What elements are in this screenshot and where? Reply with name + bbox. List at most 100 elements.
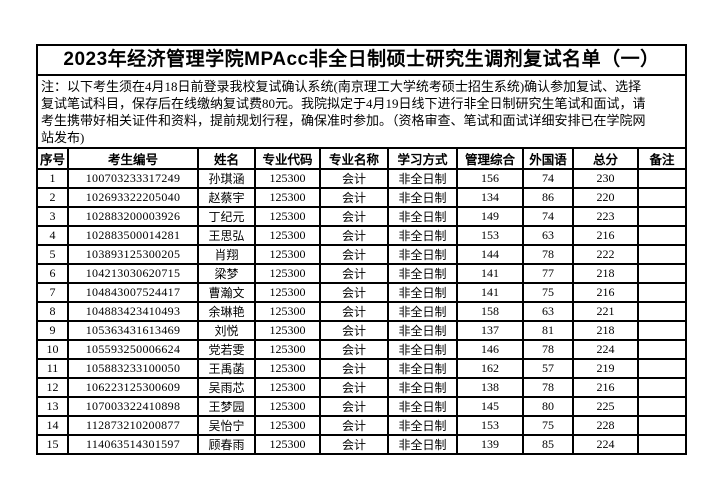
cell-mgmt-score: 139 bbox=[456, 434, 524, 454]
table-row: 10 105593250006624 党若雯 125300 会计 非全日制 146 78 224 bbox=[37, 339, 686, 360]
table-row: 4 102883500014281 王思弘 125300 会计 非全日制 153 63 216 bbox=[37, 225, 686, 246]
cell-remark bbox=[637, 225, 686, 246]
cell-remark bbox=[637, 434, 686, 454]
cell-candidate-no: 102883500014281 bbox=[67, 225, 199, 246]
cell-mgmt-score: 144 bbox=[456, 244, 524, 265]
cell-mgmt-score: 134 bbox=[456, 187, 524, 208]
table-row: 15 114063514301597 顾春雨 125300 会计 非全日制 139 85 224 bbox=[37, 434, 686, 454]
table-row: 1 100703233317249 孙琪涵 125300 会计 非全日制 156 74 230 bbox=[37, 168, 686, 189]
cell-index: 12 bbox=[37, 377, 69, 398]
cell-major-name: 会计 bbox=[319, 377, 389, 398]
table-row: 3 102883200003926 丁纪元 125300 会计 非全日制 149 74 223 bbox=[37, 206, 686, 227]
cell-candidate-no: 104883423410493 bbox=[67, 301, 199, 322]
page-title: 2023年经济管理学院MPAcc非全日制硕士研究生调剂复试名单（一） bbox=[38, 46, 685, 76]
cell-foreign-score: 63 bbox=[522, 225, 574, 246]
table-row: 13 107003322410898 王梦园 125300 会计 非全日制 145 80 225 bbox=[37, 396, 686, 417]
cell-mgmt-score: 156 bbox=[456, 168, 524, 189]
cell-name: 王梦园 bbox=[197, 396, 256, 417]
cell-index: 6 bbox=[37, 263, 69, 284]
cell-index: 3 bbox=[37, 206, 69, 227]
cell-major-code: 125300 bbox=[254, 168, 321, 189]
cell-name: 吴雨芯 bbox=[197, 377, 256, 398]
cell-major-code: 125300 bbox=[254, 339, 321, 360]
table-row: 11 105883233100050 王禹菡 125300 会计 非全日制 162 57 219 bbox=[37, 358, 686, 379]
table-row: 7 104843007524417 曹瀚文 125300 会计 非全日制 141 75 216 bbox=[37, 282, 686, 303]
cell-foreign-score: 86 bbox=[522, 187, 574, 208]
cell-major-code: 125300 bbox=[254, 225, 321, 246]
cell-major-name: 会计 bbox=[319, 206, 389, 227]
cell-remark bbox=[637, 339, 686, 360]
cell-candidate-no: 102693322205040 bbox=[67, 187, 199, 208]
cell-index: 14 bbox=[37, 415, 69, 436]
candidate-table: 序号 考生编号 姓名 专业代码 专业名称 学习方式 管理综合 外国语 总分 备注 1 1007032… bbox=[37, 148, 686, 454]
note-line: 复试笔试科目，保存后在线缴纳复试费80元。我院拟定于4月19日线下进行非全日制研… bbox=[41, 96, 646, 111]
cell-foreign-score: 77 bbox=[522, 263, 574, 284]
cell-remark bbox=[637, 396, 686, 417]
cell-major-code: 125300 bbox=[254, 301, 321, 322]
cell-total-score: 222 bbox=[572, 244, 639, 265]
cell-total-score: 216 bbox=[572, 225, 639, 246]
cell-mgmt-score: 141 bbox=[456, 263, 524, 284]
cell-candidate-no: 104213030620715 bbox=[67, 263, 199, 284]
cell-major-name: 会计 bbox=[319, 244, 389, 265]
cell-total-score: 220 bbox=[572, 187, 639, 208]
cell-candidate-no: 106223125300609 bbox=[67, 377, 199, 398]
cell-study-mode: 非全日制 bbox=[387, 434, 458, 454]
cell-study-mode: 非全日制 bbox=[387, 358, 458, 379]
cell-foreign-score: 74 bbox=[522, 206, 574, 227]
cell-foreign-score: 75 bbox=[522, 415, 574, 436]
cell-total-score: 216 bbox=[572, 377, 639, 398]
cell-study-mode: 非全日制 bbox=[387, 320, 458, 341]
cell-major-name: 会计 bbox=[319, 358, 389, 379]
cell-foreign-score: 78 bbox=[522, 339, 574, 360]
table-row: 6 104213030620715 梁梦 125300 会计 非全日制 141 77 218 bbox=[37, 263, 686, 284]
cell-remark bbox=[637, 320, 686, 341]
cell-foreign-score: 85 bbox=[522, 434, 574, 454]
notice-paragraph: 注：以下考生须在4月18日前登录我校复试确认系统(南京理工大学统考硕士招生系统)… bbox=[38, 76, 685, 149]
cell-study-mode: 非全日制 bbox=[387, 244, 458, 265]
cell-index: 5 bbox=[37, 244, 69, 265]
cell-mgmt-score: 141 bbox=[456, 282, 524, 303]
cell-mgmt-score: 153 bbox=[456, 415, 524, 436]
cell-foreign-score: 81 bbox=[522, 320, 574, 341]
cell-major-name: 会计 bbox=[319, 225, 389, 246]
cell-major-name: 会计 bbox=[319, 168, 389, 189]
header-cell: 考生编号 bbox=[67, 148, 199, 170]
cell-foreign-score: 75 bbox=[522, 282, 574, 303]
cell-candidate-no: 107003322410898 bbox=[67, 396, 199, 417]
cell-candidate-no: 105363431613469 bbox=[67, 320, 199, 341]
cell-remark bbox=[637, 377, 686, 398]
cell-study-mode: 非全日制 bbox=[387, 377, 458, 398]
header-cell: 管理综合 bbox=[456, 148, 524, 170]
cell-total-score: 228 bbox=[572, 415, 639, 436]
table-row: 12 106223125300609 吴雨芯 125300 会计 非全日制 138 78 216 bbox=[37, 377, 686, 398]
cell-total-score: 224 bbox=[572, 434, 639, 454]
cell-candidate-no: 104843007524417 bbox=[67, 282, 199, 303]
note-line: 考生携带好相关证件和资料，提前规划行程，确保准时参加。（资格审查、笔试和面试详细… bbox=[41, 113, 646, 128]
table-row: 5 103893125300205 肖翔 125300 会计 非全日制 144 78 222 bbox=[37, 244, 686, 265]
cell-total-score: 230 bbox=[572, 168, 639, 189]
cell-mgmt-score: 158 bbox=[456, 301, 524, 322]
cell-remark bbox=[637, 168, 686, 189]
cell-foreign-score: 80 bbox=[522, 396, 574, 417]
cell-total-score: 221 bbox=[572, 301, 639, 322]
cell-candidate-no: 102883200003926 bbox=[67, 206, 199, 227]
cell-total-score: 219 bbox=[572, 358, 639, 379]
cell-major-code: 125300 bbox=[254, 282, 321, 303]
cell-major-code: 125300 bbox=[254, 263, 321, 284]
cell-remark bbox=[637, 263, 686, 284]
cell-major-name: 会计 bbox=[319, 339, 389, 360]
cell-remark bbox=[637, 301, 686, 322]
cell-name: 王思弘 bbox=[197, 225, 256, 246]
cell-name: 曹瀚文 bbox=[197, 282, 256, 303]
cell-name: 王禹菡 bbox=[197, 358, 256, 379]
cell-major-name: 会计 bbox=[319, 187, 389, 208]
cell-name: 孙琪涵 bbox=[197, 168, 256, 189]
cell-major-name: 会计 bbox=[319, 396, 389, 417]
cell-foreign-score: 78 bbox=[522, 244, 574, 265]
cell-remark bbox=[637, 415, 686, 436]
cell-study-mode: 非全日制 bbox=[387, 263, 458, 284]
cell-study-mode: 非全日制 bbox=[387, 301, 458, 322]
cell-name: 丁纪元 bbox=[197, 206, 256, 227]
cell-total-score: 216 bbox=[572, 282, 639, 303]
